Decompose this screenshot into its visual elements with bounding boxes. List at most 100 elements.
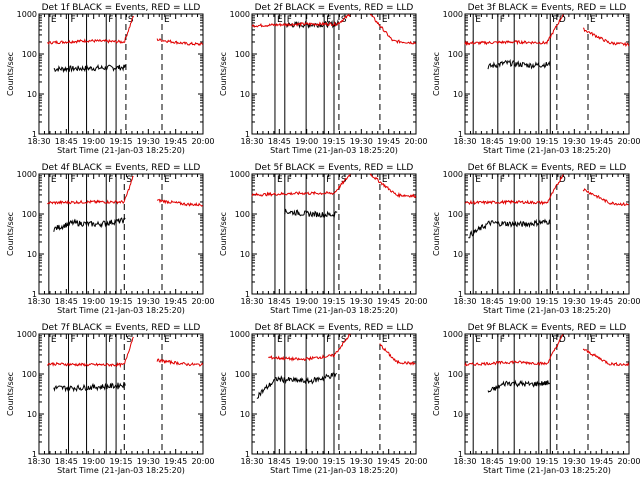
marker-label: E [51, 335, 57, 345]
marker-label: F [108, 15, 113, 25]
lld-series-line [369, 14, 417, 45]
y-tick-label: 1 [32, 130, 37, 139]
marker-label: F [326, 175, 331, 185]
y-tick-label: 10 [27, 250, 37, 259]
x-tick-label: 19:45 [164, 297, 187, 306]
x-tick-label: 20:00 [191, 137, 214, 146]
chart-svg: Det 9f BLACK = Events, RED = LLD 1 10 100 10… [432, 323, 640, 475]
det-panel-7: Det 7f BLACK = Events, RED = LLD 1 10 100 10… [0, 320, 215, 480]
y-tick-label: 100 [235, 50, 250, 59]
x-tick-label: 18:45 [268, 457, 291, 466]
y-tick-label: 10 [27, 90, 37, 99]
lld-series-line [582, 188, 629, 206]
x-tick-label: 19:45 [590, 137, 613, 146]
x-tick-label: 18:45 [268, 297, 291, 306]
chart-svg: Det 4f BLACK = Events, RED = LLD 1 10 100 10… [6, 163, 215, 315]
marker-label: E [475, 175, 481, 185]
marker-label: F [287, 175, 292, 185]
y-tick-label: 100 [448, 50, 463, 59]
x-tick-label: 19:45 [164, 137, 187, 146]
x-tick-label: 19:00 [508, 457, 531, 466]
marker-label: E [382, 15, 388, 25]
chart-svg: Det 3f BLACK = Events, RED = LLD 1 10 100 10… [432, 3, 640, 155]
marker-label: D [559, 175, 566, 185]
lld-series-line [582, 348, 630, 367]
y-tick-label: 10 [240, 90, 250, 99]
chart-svg: Det 7f BLACK = Events, RED = LLD 1 10 100 10… [6, 323, 215, 475]
y-tick-label: 1 [32, 290, 37, 299]
events-series-line [284, 208, 338, 219]
marker-label: E [277, 335, 283, 345]
x-tick-label: 19:30 [137, 297, 160, 306]
det-panel-9: Det 9f BLACK = Events, RED = LLD 1 10 100 10… [426, 320, 640, 480]
marker-label: S [341, 175, 347, 185]
marker-label: E [164, 335, 170, 345]
lld-series-line [582, 27, 630, 48]
x-tick-label: 19:00 [295, 457, 318, 466]
x-tick-label: 18:45 [55, 457, 78, 466]
chart-title: Det 3f BLACK = Events, RED = LLD [468, 3, 627, 13]
events-series-line [284, 19, 340, 29]
marker-label: E [382, 175, 388, 185]
x-tick-label: 19:30 [350, 297, 373, 306]
x-tick-label: 19:30 [563, 297, 586, 306]
marker-label: E [277, 15, 283, 25]
events-series-line [487, 379, 551, 393]
det-panel-4: Det 4f BLACK = Events, RED = LLD 1 10 100 10… [0, 160, 215, 320]
chart-svg: Det 6f BLACK = Events, RED = LLD 1 10 100 10… [432, 163, 640, 315]
x-tick-label: 20:00 [617, 457, 640, 466]
y-tick-label: 1000 [230, 170, 250, 179]
lld-series-line [47, 15, 134, 45]
marker-label: F [326, 335, 331, 345]
x-tick-label: 18:45 [55, 137, 78, 146]
x-tick-label: 20:00 [617, 297, 640, 306]
det-panel-6: Det 6f BLACK = Events, RED = LLD 1 10 100 10… [426, 160, 640, 320]
y-tick-label: 10 [453, 410, 463, 419]
y-tick-label: 10 [240, 250, 250, 259]
det-panel-8: Det 8f BLACK = Events, RED = LLD 1 10 100 10… [213, 320, 428, 480]
y-tick-label: 1 [458, 450, 463, 459]
marker-label: D [559, 15, 566, 25]
x-tick-label: 19:45 [590, 297, 613, 306]
x-tick-label: 18:30 [453, 137, 476, 146]
marker-label: F [71, 15, 76, 25]
x-tick-label: 19:15 [322, 297, 345, 306]
x-tick-label: 19:30 [563, 457, 586, 466]
det-panel-1: Det 1f BLACK = Events, RED = LLD 1 10 100 10… [0, 0, 215, 160]
lld-series-line [464, 334, 564, 367]
x-axis-label: Start Time (21-Jan-03 18:25:20) [483, 466, 611, 475]
marker-label: E [277, 175, 283, 185]
x-tick-label: 19:30 [137, 137, 160, 146]
x-tick-label: 18:30 [453, 457, 476, 466]
x-tick-label: 18:30 [27, 137, 50, 146]
x-tick-label: 20:00 [404, 137, 427, 146]
y-tick-label: 100 [235, 210, 250, 219]
y-tick-label: 10 [453, 90, 463, 99]
x-axis-label: Start Time (21-Jan-03 18:25:20) [57, 306, 185, 315]
marker-label: F [71, 335, 76, 345]
lld-series-line [379, 343, 416, 366]
x-axis-label: Start Time (21-Jan-03 18:25:20) [57, 466, 185, 475]
x-tick-label: 18:30 [240, 137, 263, 146]
x-tick-label: 19:00 [82, 297, 105, 306]
marker-label: E [475, 335, 481, 345]
events-series-line [53, 63, 126, 74]
y-axis-label: Counts/sec [6, 212, 15, 256]
x-tick-label: 19:30 [563, 137, 586, 146]
plot-frame [38, 333, 204, 455]
x-tick-label: 19:30 [350, 457, 373, 466]
x-tick-label: 19:00 [295, 297, 318, 306]
y-tick-label: 10 [240, 410, 250, 419]
x-tick-label: 19:45 [377, 457, 400, 466]
lld-series-line [464, 14, 564, 46]
marker-label: E [475, 15, 481, 25]
x-tick-label: 19:15 [109, 297, 132, 306]
marker-label: E [590, 175, 596, 185]
y-tick-label: 1000 [443, 170, 463, 179]
y-tick-label: 100 [448, 370, 463, 379]
plot-frame [38, 13, 204, 135]
x-tick-label: 19:00 [508, 297, 531, 306]
y-tick-label: 1 [245, 450, 250, 459]
marker-label: S [126, 335, 132, 345]
x-tick-label: 19:45 [377, 137, 400, 146]
